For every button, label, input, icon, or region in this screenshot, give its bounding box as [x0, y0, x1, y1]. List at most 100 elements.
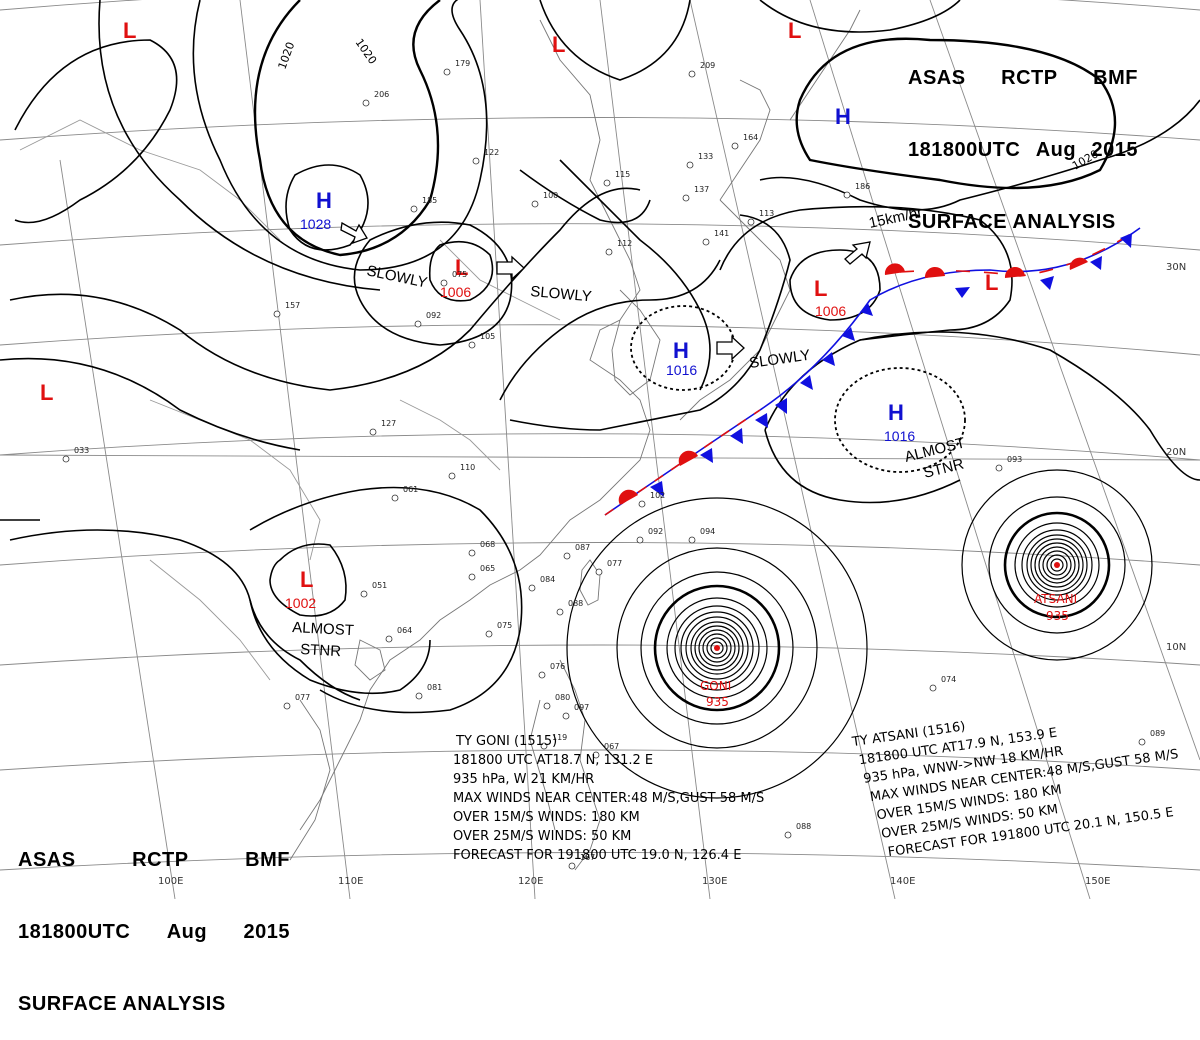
station-circle-icon: [440, 279, 448, 287]
station-circle-icon: [385, 635, 393, 643]
lon-label: 100E: [158, 876, 183, 887]
high-center-symbol: H: [316, 188, 332, 213]
grid-labels: 30N 20N 10N 100E 110E 120E 130E 140E 150…: [158, 262, 1186, 887]
header-word: BMF: [245, 849, 290, 871]
header-word: 2015: [243, 921, 290, 943]
station-circle-icon: [273, 310, 281, 318]
station-pressure: 074: [941, 675, 956, 684]
station-circle-icon: [543, 702, 551, 710]
station-circle-icon: [929, 684, 937, 692]
station-pressure: 100: [543, 191, 558, 200]
typhoon-center-icon: [714, 645, 720, 651]
low-center-value: 1002: [285, 595, 316, 611]
low-center-symbol: L: [455, 255, 468, 280]
station-plots: 179 206 122 115 133 137 100 112 185 075 157 092 105 1…: [62, 59, 1165, 870]
station-pressure: 137: [694, 185, 709, 194]
typhoon-pressure: 935: [1046, 609, 1069, 623]
header-line: 181800UTC Aug 2015: [18, 920, 290, 944]
station-circle-icon: [468, 573, 476, 581]
motion-label: STNR: [300, 641, 342, 660]
goni-info-line: 935 hPa, W 21 KM/HR: [453, 772, 594, 787]
station-pressure: 209: [700, 61, 715, 70]
header-line: ASAS RCTP BMF: [18, 848, 290, 872]
goni-info-line: MAX WINDS NEAR CENTER:48 M/S,GUST 58 M/S: [453, 791, 764, 806]
station-circle-icon: [468, 549, 476, 557]
station-circle-icon: [415, 692, 423, 700]
station-pressure: 206: [374, 90, 389, 99]
motion-arrows: [340, 221, 871, 361]
station-pressure: 102: [650, 491, 665, 500]
low-center-symbol: L: [788, 18, 801, 43]
header-word: ASAS: [18, 849, 76, 871]
chart-header-bottom: ASAS RCTP BMF 181800UTC Aug 2015 SURFACE…: [18, 800, 290, 1040]
header-line: SURFACE ANALYSIS: [908, 210, 1138, 234]
station-circle-icon: [562, 712, 570, 720]
lat-label: 10N: [1166, 642, 1186, 653]
station-pressure: 065: [480, 564, 495, 573]
station-circle-icon: [391, 494, 399, 502]
station-pressure: 033: [74, 446, 89, 455]
header-word: Aug: [166, 921, 208, 943]
header-line: SURFACE ANALYSIS: [18, 992, 290, 1016]
goni-info-block: TY GONI (1515) 181800 UTC AT18.7 N, 131.…: [453, 734, 764, 863]
station-circle-icon: [62, 455, 70, 463]
typhoon-centers: GONI 935 ATSANI 935: [700, 562, 1077, 709]
header-word: 2015: [1091, 139, 1138, 161]
cold-front: [604, 227, 1141, 516]
surface-analysis-map: H 1028 L 1006 H 1016 L 1006 H 1016 L 100…: [0, 0, 1200, 899]
lat-label: 30N: [1166, 262, 1186, 273]
station-circle-icon: [636, 536, 644, 544]
station-circle-icon: [605, 248, 613, 256]
header-line: 181800UTC Aug 2015: [908, 138, 1138, 162]
goni-info-line: OVER 15M/S WINDS: 180 KM: [453, 810, 640, 825]
station-pressure: 097: [574, 703, 589, 712]
station-pressure: 087: [575, 543, 590, 552]
station-circle-icon: [362, 99, 370, 107]
station-pressure: 088: [796, 822, 811, 831]
high-center-value: 1028: [300, 216, 331, 232]
station-circle-icon: [595, 568, 603, 576]
station-circle-icon: [414, 320, 422, 328]
station-pressure: 092: [648, 527, 663, 536]
station-circle-icon: [540, 742, 548, 750]
station-circle-icon: [603, 179, 611, 187]
station-pressure: 112: [617, 239, 632, 248]
station-pressure: 141: [714, 229, 729, 238]
station-pressure: 051: [372, 581, 387, 590]
station-circle-icon: [410, 205, 418, 213]
station-circle-icon: [448, 472, 456, 480]
low-center-symbol: L: [40, 380, 53, 405]
station-pressure: 094: [700, 527, 715, 536]
header-word: SURFACE ANALYSIS: [18, 993, 226, 1015]
station-pressure: 179: [455, 59, 470, 68]
lon-label: 130E: [702, 876, 727, 887]
station-circle-icon: [538, 671, 546, 679]
station-pressure: 081: [427, 683, 442, 692]
station-circle-icon: [468, 341, 476, 349]
motion-label: ALMOST: [292, 619, 354, 639]
station-pressure: 133: [698, 152, 713, 161]
station-pressure: 068: [480, 540, 495, 549]
station-circle-icon: [360, 590, 368, 598]
goni-info-line: 181800 UTC AT18.7 N, 131.2 E: [453, 753, 653, 768]
station-pressure: 076: [550, 662, 565, 671]
header-word: ASAS: [908, 67, 966, 89]
high-center-value: 1016: [884, 428, 915, 444]
station-pressure: 186: [855, 182, 870, 191]
station-pressure: 092: [426, 311, 441, 320]
station-pressure: 067: [604, 742, 619, 751]
station-pressure: 110: [460, 463, 475, 472]
station-circle-icon: [682, 194, 690, 202]
station-pressure: 075: [452, 270, 467, 279]
station-pressure: 077: [607, 559, 622, 568]
station-circle-icon: [688, 536, 696, 544]
header-word: RCTP: [132, 849, 189, 871]
lon-label: 120E: [518, 876, 543, 887]
station-pressure: 167: [580, 853, 595, 862]
station-pressure: 127: [381, 419, 396, 428]
high-center-symbol: H: [835, 104, 851, 129]
station-circle-icon: [688, 70, 696, 78]
station-circle-icon: [702, 238, 710, 246]
goni-info-line: TY GONI (1515): [455, 734, 557, 749]
station-pressure: 089: [1150, 729, 1165, 738]
